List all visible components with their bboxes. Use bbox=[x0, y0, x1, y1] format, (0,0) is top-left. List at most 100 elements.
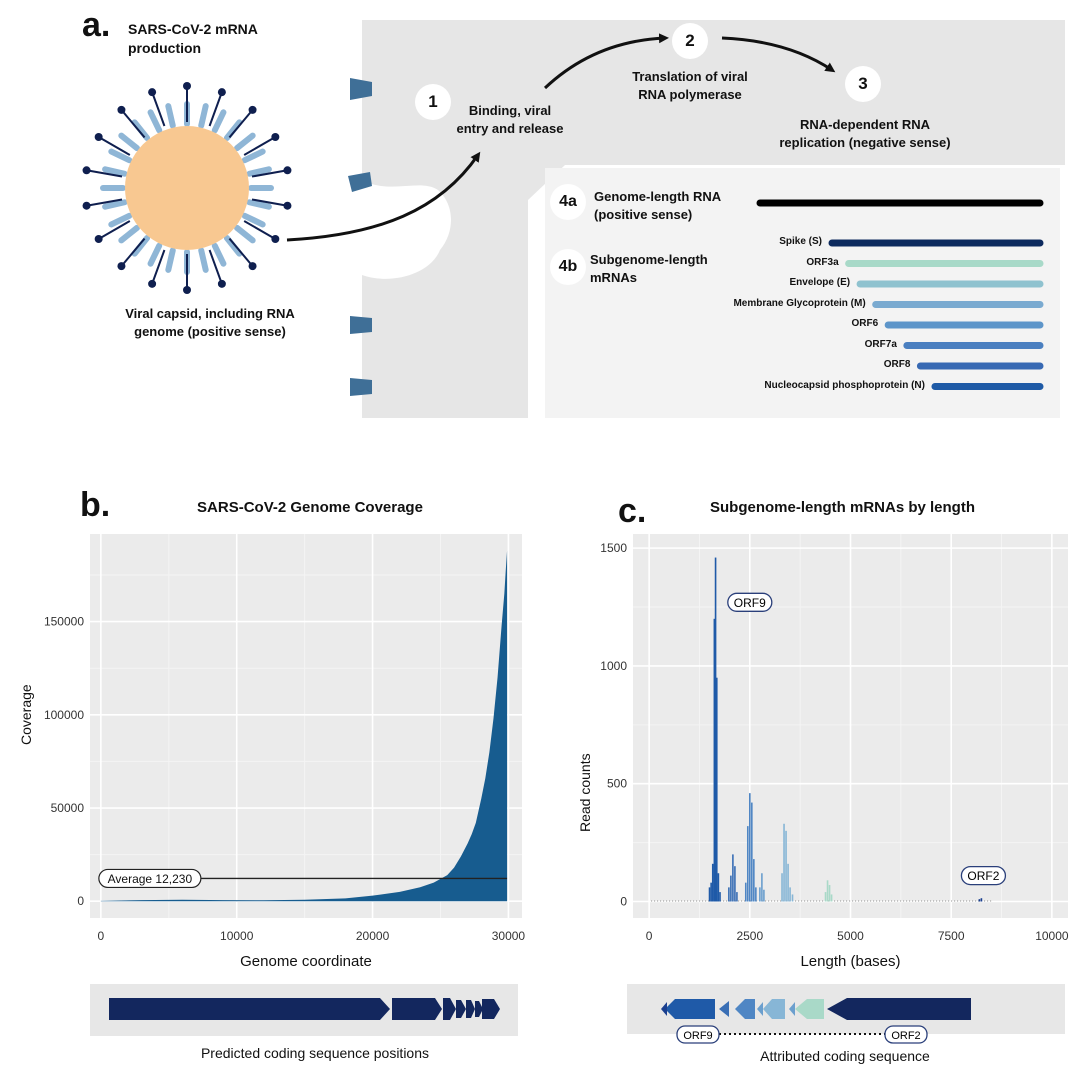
cds-arrow bbox=[719, 1001, 729, 1017]
step-4a-line1: Genome-length RNA bbox=[594, 189, 722, 204]
virus-icon bbox=[82, 82, 292, 294]
spike-protein bbox=[151, 91, 166, 127]
cds-arrow-orf2 bbox=[827, 998, 971, 1020]
step-4b-line1: Subgenome-length bbox=[590, 252, 708, 267]
spike-head bbox=[148, 88, 157, 97]
histogram-bar bbox=[828, 885, 831, 902]
receptor-icon bbox=[348, 172, 372, 192]
capsid-protein bbox=[102, 166, 128, 177]
spike-protein bbox=[208, 91, 223, 127]
spike-protein bbox=[151, 249, 166, 285]
y-tick-label: 1500 bbox=[600, 541, 627, 555]
orf2-callout bbox=[960, 865, 1007, 886]
cds-arrow bbox=[109, 998, 390, 1020]
capsid-caption-line2: genome (positive sense) bbox=[134, 324, 286, 339]
spike-protein bbox=[120, 237, 146, 267]
spike-protein bbox=[251, 169, 288, 178]
spike-head bbox=[248, 105, 257, 114]
histogram-bar bbox=[734, 866, 736, 902]
histogram-bar bbox=[755, 887, 757, 902]
histogram-bar bbox=[749, 793, 751, 902]
panel-a-title: SARS-CoV-2 mRNA production bbox=[128, 20, 258, 58]
step-1-line2: entry and release bbox=[456, 121, 564, 136]
spike-protein bbox=[251, 198, 288, 207]
capsid-protein bbox=[223, 235, 243, 257]
capsid-protein bbox=[234, 132, 256, 152]
histogram-bar bbox=[744, 882, 747, 902]
cds-arrow bbox=[795, 999, 824, 1019]
plot-background bbox=[90, 534, 522, 918]
attributed-coding-label: Attributed coding sequence bbox=[760, 1048, 930, 1064]
spike-head bbox=[117, 262, 126, 271]
histogram-bar bbox=[759, 887, 761, 902]
spike-head bbox=[183, 286, 191, 294]
subgenome-label: ORF6 bbox=[851, 318, 879, 329]
x-tick-label: 10000 bbox=[220, 929, 254, 943]
step-1-line1: Binding, viral bbox=[468, 103, 552, 118]
subgenome-label: Nucleocapsid phosphoprotein (N) bbox=[764, 379, 925, 391]
x-tick-label: 30000 bbox=[492, 929, 526, 943]
step-1-number: 1 bbox=[415, 84, 451, 120]
receptor-icons bbox=[348, 78, 372, 396]
attributed-coding-track: ORF9 ORF2 bbox=[627, 984, 1065, 1044]
step-2-text: Translation of viral RNA polymerase bbox=[615, 68, 765, 104]
panel-b-letter: b. bbox=[80, 486, 111, 524]
histogram-bar bbox=[713, 618, 716, 902]
spike-head bbox=[283, 166, 292, 175]
y-tick-label: 100000 bbox=[44, 708, 84, 722]
capsid-protein bbox=[102, 199, 128, 210]
step-3-line1: RNA-dependent RNA bbox=[800, 117, 930, 132]
subgenome-label: Spike (S) bbox=[779, 236, 822, 247]
histogram-bar bbox=[730, 875, 732, 902]
spike-protein bbox=[208, 249, 223, 285]
histogram-bar bbox=[791, 894, 794, 902]
step-3-text: RNA-dependent RNA replication (negative … bbox=[760, 116, 970, 152]
capsid-protein bbox=[211, 242, 227, 267]
histogram-bar bbox=[830, 894, 833, 902]
histogram-bar bbox=[711, 863, 714, 902]
receptor-icon bbox=[350, 378, 372, 396]
capsid-protein bbox=[108, 212, 133, 228]
capsid-protein bbox=[108, 148, 133, 164]
histogram-bar bbox=[728, 887, 730, 902]
average-pill bbox=[98, 868, 202, 889]
y-tick-label: 0 bbox=[77, 894, 84, 908]
step-2-number: 2 bbox=[672, 23, 708, 59]
cds-arrow bbox=[757, 1002, 763, 1016]
chart-b-ylabel: Coverage bbox=[18, 684, 34, 745]
histogram-bar bbox=[753, 859, 755, 902]
spike-protein bbox=[243, 136, 276, 156]
cell-diagram bbox=[82, 20, 1065, 418]
spike-head bbox=[82, 201, 91, 210]
cds-arrow bbox=[735, 999, 755, 1019]
step-4b-number: 4b bbox=[550, 249, 586, 285]
histogram-bar bbox=[787, 863, 789, 902]
step-1-text: Binding, viral entry and release bbox=[440, 102, 580, 138]
chart-b-title: SARS-CoV-2 Genome Coverage bbox=[197, 499, 423, 516]
x-tick-label: 7500 bbox=[938, 929, 965, 943]
panel-a-title-line2: production bbox=[128, 40, 202, 56]
spike-head bbox=[117, 105, 126, 114]
cds-arrow bbox=[466, 1000, 475, 1018]
spike-head bbox=[271, 235, 280, 243]
cds-arrow bbox=[789, 1002, 795, 1016]
capsid-caption-line1: Viral capsid, including RNA bbox=[125, 306, 295, 321]
histogram-bar bbox=[789, 887, 791, 902]
spike-protein bbox=[98, 136, 131, 156]
panel-c-letter: c. bbox=[618, 492, 647, 530]
x-axis-label: Length (bases) bbox=[800, 953, 900, 970]
receptor-icon bbox=[350, 316, 372, 334]
step-4a-number: 4a bbox=[550, 184, 586, 220]
capsid-protein bbox=[118, 132, 140, 152]
x-tick-label: 2500 bbox=[736, 929, 763, 943]
histogram-bar bbox=[785, 830, 787, 902]
histogram-bar bbox=[732, 854, 734, 902]
histogram-bar bbox=[763, 889, 765, 902]
x-tick-label: 0 bbox=[646, 929, 653, 943]
spike-protein bbox=[86, 198, 123, 207]
subgenome-label: ORF8 bbox=[883, 359, 911, 370]
chart-c-ylabel: Read counts bbox=[577, 753, 593, 832]
x-tick-label: 20000 bbox=[356, 929, 390, 943]
x-tick-label: 10000 bbox=[1035, 929, 1069, 943]
histogram-bar bbox=[746, 826, 749, 902]
